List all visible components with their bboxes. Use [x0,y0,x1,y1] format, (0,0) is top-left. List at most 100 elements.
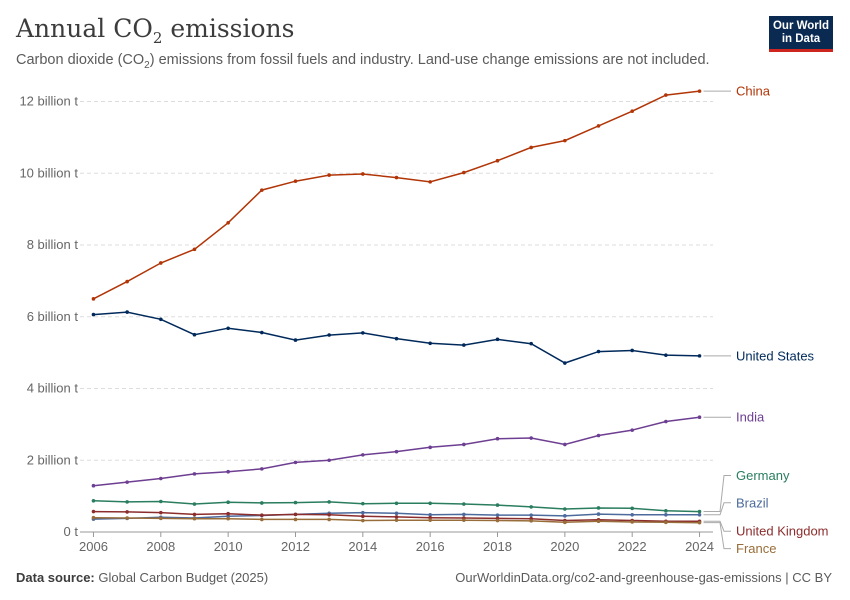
data-point-china [630,109,634,114]
data-point-united-states [529,341,533,346]
data-point-china [697,89,702,93]
data-source: Data source: Global Carbon Budget (2025) [16,570,269,585]
data-point-france [529,519,533,523]
data-point-france [91,515,96,520]
data-point-france [697,520,702,525]
data-point-india [697,415,702,420]
data-point-brazil [630,512,634,517]
data-point-france [462,518,466,522]
x-axis: 2006 2008 2010 2012 2014 2016 2018 2020 2022 2024 [79,531,714,554]
data-point-france [394,518,399,522]
y-tick-label: 4 billion t [27,381,79,396]
data-point-brazil [495,513,500,517]
label-connector [703,520,731,532]
x-tick-label: 2008 [146,539,175,554]
data-point-germany [226,500,230,505]
series-label-china[interactable]: China [736,84,771,99]
data-point-china [495,158,500,163]
source-link[interactable]: OurWorldinData.org/co2-and-greenhouse-ga… [455,570,832,585]
data-point-united-kingdom [125,510,129,514]
data-point-united-states [91,312,96,317]
data-point-united-states [394,336,399,341]
data-point-india [529,436,533,440]
data-point-china [327,173,331,177]
data-point-united-kingdom [260,513,264,517]
data-point-brazil [697,512,702,517]
data-point-united-kingdom [91,509,96,514]
data-point-united-states [293,338,298,342]
data-point-germany [462,502,466,506]
data-point-france [495,518,500,523]
data-point-united-states [495,337,500,342]
data-point-united-kingdom [192,512,197,517]
data-point-india [394,449,399,454]
data-point-brazil [664,512,668,517]
data-point-germany [159,499,163,504]
data-point-brazil [361,510,365,515]
data-point-france [125,516,129,520]
x-tick-label: 2012 [281,539,310,554]
data-point-china [293,179,298,183]
data-point-china [91,297,96,301]
data-point-united-kingdom [226,511,230,516]
data-point-india [327,458,331,463]
data-point-united-states [697,354,702,358]
data-point-united-states [226,326,230,331]
data-point-germany [260,501,264,505]
data-point-united-kingdom [293,512,298,517]
x-tick-label: 2006 [79,539,108,554]
data-point-brazil [394,511,399,516]
series-label-germany[interactable]: Germany [736,468,790,483]
data-point-china [462,170,466,175]
series-line-china[interactable] [93,90,700,300]
chart-title: Annual CO2 emissions [16,14,295,47]
owid-logo[interactable]: Our World in Data [769,16,833,52]
series-lines [91,89,702,525]
data-point-united-kingdom [159,510,163,515]
data-point-united-kingdom [327,512,331,517]
series-label-brazil[interactable]: Brazil [736,495,769,510]
data-point-germany [428,501,432,506]
data-point-united-states [664,353,668,357]
data-point-france [159,516,163,521]
data-point-germany [91,498,96,503]
data-point-germany [495,503,500,507]
label-connector [703,522,731,550]
series-label-united-kingdom[interactable]: United Kingdom [736,524,829,539]
data-point-china [361,172,365,176]
data-point-brazil [596,512,601,516]
data-point-germany [125,500,129,504]
data-point-china [226,220,230,225]
data-point-united-states [327,333,331,337]
data-point-united-states [159,317,163,322]
data-point-china [428,180,432,184]
data-point-united-states [361,331,365,335]
series-label-united-states[interactable]: United States [736,348,815,363]
data-point-brazil [462,512,466,517]
data-point-france [192,516,197,521]
data-point-china [394,175,399,180]
data-point-china [529,145,533,150]
data-point-china [260,188,264,192]
x-tick-label: 2020 [550,539,579,554]
data-point-india [462,442,466,447]
data-point-brazil [226,514,230,519]
series-label-india[interactable]: India [736,410,765,425]
data-point-united-states [630,348,634,353]
y-axis-ticks: 0 t 2 billion t 4 billion t 6 billion t 8 bi… [19,94,78,539]
data-point-germany [563,507,567,511]
data-point-china [596,124,601,128]
data-point-india [630,428,634,432]
y-tick-label: 0 t [64,524,79,539]
series-label-france[interactable]: France [736,541,776,556]
data-point-india [159,476,163,481]
data-point-brazil [563,514,567,518]
data-point-united-states [462,343,466,347]
data-point-india [91,483,96,488]
chart-subtitle: Carbon dioxide (CO2) emissions from foss… [16,52,710,71]
data-point-united-states [428,341,432,346]
data-point-india [125,480,129,484]
data-point-united-states [596,349,601,354]
data-point-germany [697,509,702,514]
data-point-india [495,436,500,441]
